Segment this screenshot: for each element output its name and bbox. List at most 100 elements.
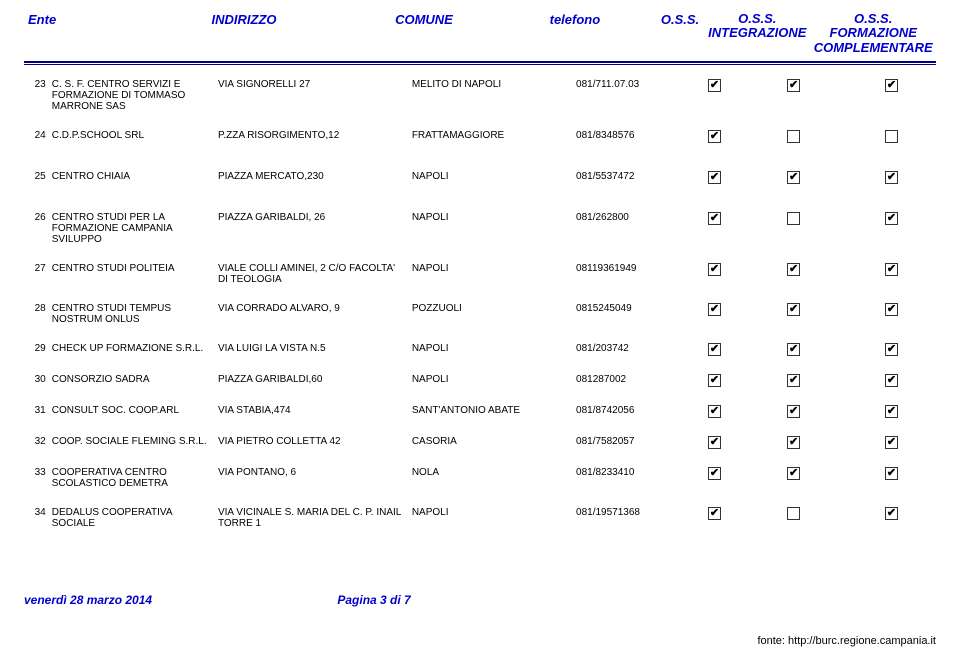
- cell-oss: ✔: [689, 171, 740, 184]
- table-row: 32COOP. SOCIALE FLEMING S.R.L.VIA PIETRO…: [24, 436, 936, 449]
- table-row: 33COOPERATIVA CENTRO SCOLASTICO DEMETRAV…: [24, 467, 936, 489]
- cell-complementare: ✔: [847, 374, 936, 387]
- checkbox-icon: [787, 130, 800, 143]
- header-rule-bottom: [24, 64, 936, 65]
- cell-complementare: ✔: [847, 303, 936, 316]
- cell-telefono: 081/5537472: [576, 171, 689, 182]
- checkbox-icon: [787, 507, 800, 520]
- cell-ente: C. S. F. CENTRO SERVIZI E FORMAZIONE DI …: [52, 79, 218, 112]
- cell-indirizzo: P.ZZA RISORGIMENTO,12: [218, 130, 412, 141]
- cell-indirizzo: VIA CORRADO ALVARO, 9: [218, 303, 412, 314]
- checkbox-icon: ✔: [885, 343, 898, 356]
- table-header: Ente INDIRIZZO COMUNE telefono O.S.S. O.…: [24, 10, 936, 59]
- cell-complementare: ✔: [847, 263, 936, 276]
- checkbox-icon: ✔: [708, 436, 721, 449]
- table-row: 25CENTRO CHIAIAPIAZZA MERCATO,230NAPOLI0…: [24, 171, 936, 184]
- cell-comune: NAPOLI: [412, 374, 576, 385]
- cell-ente: COOPERATIVA CENTRO SCOLASTICO DEMETRA: [52, 467, 218, 489]
- checkbox-icon: [787, 212, 800, 225]
- cell-comune: MELITO DI NAPOLI: [412, 79, 576, 90]
- checkbox-icon: [885, 130, 898, 143]
- hdr-integrazione: O.S.S. INTEGRAZIONE: [704, 12, 810, 55]
- cell-complementare: ✔: [847, 79, 936, 92]
- checkbox-icon: ✔: [708, 374, 721, 387]
- cell-comune: NAPOLI: [412, 212, 576, 223]
- source-line: fonte: http://burc.regione.campania.it: [757, 635, 936, 647]
- cell-complementare: ✔: [847, 212, 936, 225]
- cell-telefono: 081/262800: [576, 212, 689, 223]
- cell-oss: ✔: [689, 303, 740, 316]
- cell-comune: NAPOLI: [412, 507, 576, 518]
- cell-oss: ✔: [689, 130, 740, 143]
- cell-indirizzo: VIA STABIA,474: [218, 405, 412, 416]
- checkbox-icon: ✔: [708, 212, 721, 225]
- checkbox-icon: ✔: [708, 79, 721, 92]
- cell-ente: CHECK UP FORMAZIONE S.R.L.: [52, 343, 218, 354]
- checkbox-icon: ✔: [885, 171, 898, 184]
- cell-comune: NOLA: [412, 467, 576, 478]
- hdr-comune: COMUNE: [395, 12, 550, 55]
- row-number: 34: [24, 507, 52, 518]
- checkbox-icon: ✔: [787, 436, 800, 449]
- cell-indirizzo: VIA PONTANO, 6: [218, 467, 412, 478]
- table-row: 23C. S. F. CENTRO SERVIZI E FORMAZIONE D…: [24, 79, 936, 112]
- cell-oss: ✔: [689, 467, 740, 480]
- checkbox-icon: ✔: [787, 303, 800, 316]
- checkbox-icon: ✔: [885, 263, 898, 276]
- cell-telefono: 0815245049: [576, 303, 689, 314]
- header-rule-top: [24, 61, 936, 63]
- cell-oss: ✔: [689, 263, 740, 276]
- checkbox-icon: ✔: [787, 405, 800, 418]
- checkbox-icon: ✔: [708, 263, 721, 276]
- cell-telefono: 081/7582057: [576, 436, 689, 447]
- checkbox-icon: ✔: [708, 171, 721, 184]
- cell-oss: ✔: [689, 436, 740, 449]
- cell-ente: CENTRO STUDI TEMPUS NOSTRUM ONLUS: [52, 303, 218, 325]
- cell-telefono: 081/8742056: [576, 405, 689, 416]
- cell-integrazione: ✔: [740, 374, 847, 387]
- cell-telefono: 081287002: [576, 374, 689, 385]
- cell-ente: C.D.P.SCHOOL SRL: [52, 130, 218, 141]
- cell-integrazione: ✔: [740, 79, 847, 92]
- checkbox-icon: ✔: [787, 343, 800, 356]
- hdr-oss: O.S.S.: [656, 12, 704, 55]
- hdr-telefono: telefono: [550, 12, 656, 55]
- cell-comune: NAPOLI: [412, 263, 576, 274]
- row-number: 31: [24, 405, 52, 416]
- table-row: 27CENTRO STUDI POLITEIAVIALE COLLI AMINE…: [24, 263, 936, 285]
- cell-ente: CENTRO CHIAIA: [52, 171, 218, 182]
- cell-indirizzo: VIALE COLLI AMINEI, 2 C/O FACOLTA' DI TE…: [218, 263, 412, 285]
- cell-complementare: [847, 130, 936, 143]
- cell-telefono: 081/8348576: [576, 130, 689, 141]
- checkbox-icon: ✔: [885, 212, 898, 225]
- row-number: 33: [24, 467, 52, 478]
- checkbox-icon: ✔: [885, 79, 898, 92]
- cell-integrazione: [740, 212, 847, 225]
- cell-complementare: ✔: [847, 171, 936, 184]
- checkbox-icon: ✔: [787, 374, 800, 387]
- cell-ente: COOP. SOCIALE FLEMING S.R.L.: [52, 436, 218, 447]
- row-number: 23: [24, 79, 52, 90]
- cell-indirizzo: PIAZZA GARIBALDI, 26: [218, 212, 412, 223]
- cell-comune: CASORIA: [412, 436, 576, 447]
- cell-ente: CONSULT SOC. COOP.ARL: [52, 405, 218, 416]
- cell-indirizzo: VIA PIETRO COLLETTA 42: [218, 436, 412, 447]
- cell-oss: ✔: [689, 374, 740, 387]
- cell-comune: NAPOLI: [412, 343, 576, 354]
- cell-complementare: ✔: [847, 343, 936, 356]
- page-footer: venerdì 28 marzo 2014 Pagina 3 di 7: [24, 593, 936, 607]
- cell-integrazione: ✔: [740, 467, 847, 480]
- cell-comune: SANT'ANTONIO ABATE: [412, 405, 576, 416]
- cell-indirizzo: VIA LUIGI LA VISTA N.5: [218, 343, 412, 354]
- cell-integrazione: ✔: [740, 303, 847, 316]
- cell-oss: ✔: [689, 343, 740, 356]
- cell-telefono: 081/203742: [576, 343, 689, 354]
- hdr-complementare: O.S.S. FORMAZIONE COMPLEMENTARE: [810, 12, 936, 55]
- checkbox-icon: ✔: [787, 263, 800, 276]
- cell-ente: CONSORZIO SADRA: [52, 374, 218, 385]
- cell-comune: FRATTAMAGGIORE: [412, 130, 576, 141]
- cell-ente: CENTRO STUDI PER LA FORMAZIONE CAMPANIA …: [52, 212, 218, 245]
- cell-integrazione: ✔: [740, 263, 847, 276]
- cell-complementare: ✔: [847, 467, 936, 480]
- cell-telefono: 081/8233410: [576, 467, 689, 478]
